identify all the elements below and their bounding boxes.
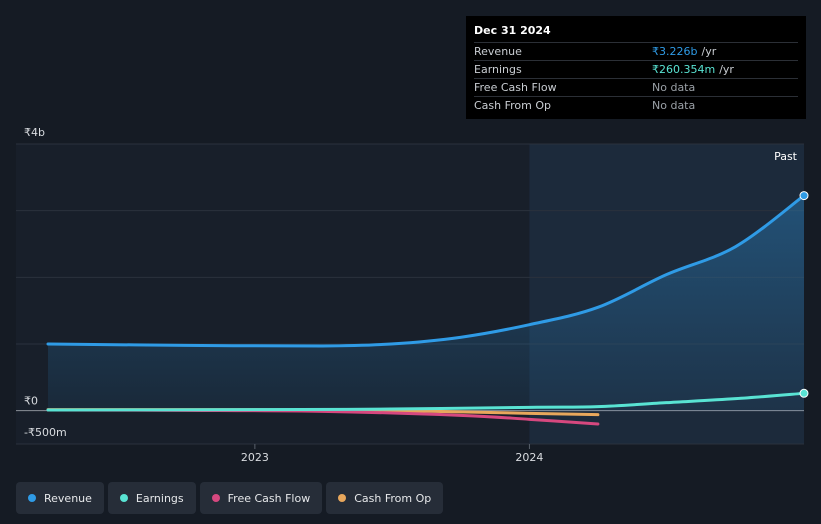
y-tick-label: ₹4b (24, 126, 45, 139)
tooltip-label: Free Cash Flow (474, 81, 557, 94)
earnings-end-point (799, 388, 809, 398)
past-label: Past (774, 150, 798, 163)
tooltip-label: Cash From Op (474, 99, 552, 112)
tooltip-label: Revenue (474, 45, 522, 58)
tooltip-row-free-cash-flow: Free Cash Flow No data (474, 78, 798, 96)
tooltip-value: ₹260.354m (652, 63, 716, 76)
legend-label: Cash From Op (354, 491, 432, 505)
x-tick-label: 2024 (515, 451, 543, 464)
tick-layer: ₹4b ₹0 -₹500m 2023 2024 Past (24, 126, 798, 464)
tooltip-unit: /yr (701, 45, 717, 58)
area-layer (48, 195, 804, 411)
x-tick-label: 2023 (241, 451, 269, 464)
cash-from-op-dot-icon (338, 494, 347, 502)
earnings-dot-icon (119, 494, 128, 502)
tooltip: Dec 31 2024 Revenue ₹3.226b /yr Earnings… (466, 16, 806, 119)
legend-item-cash-from-op[interactable]: Cash From Op (326, 482, 444, 514)
tooltip-row-cash-from-op: Cash From Op No data (474, 96, 798, 114)
legend-item-earnings[interactable]: Earnings (107, 482, 196, 514)
tooltip-date: Dec 31 2024 (474, 24, 551, 37)
legend-item-revenue[interactable]: Revenue (16, 482, 104, 514)
legend-label: Free Cash Flow (227, 491, 311, 505)
tooltip-value: No data (652, 81, 696, 94)
revenue-area (48, 195, 804, 411)
tooltip-value: No data (652, 99, 696, 112)
earnings-line (46, 391, 806, 412)
tooltip-label: Earnings (474, 63, 522, 76)
legend-item-free-cash-flow[interactable]: Free Cash Flow (199, 482, 323, 514)
revenue-end-point (799, 191, 809, 201)
legend-label: Earnings (135, 491, 184, 505)
series-layer (46, 191, 809, 426)
y-tick-label: ₹0 (24, 395, 38, 408)
free-cash-flow-dot-icon (211, 494, 220, 502)
legend-label: Revenue (44, 491, 92, 505)
tooltip-row-earnings: Earnings ₹260.354m /yr (474, 60, 798, 78)
tooltip-unit: /yr (719, 63, 734, 76)
revenue-dot-icon (28, 494, 36, 502)
tooltip-value: ₹3.226b (652, 45, 698, 58)
tooltip-row-revenue: Revenue ₹3.226b /yr (474, 42, 798, 60)
legend: Revenue Earnings Free Cash Flow Cash Fro… (16, 482, 444, 514)
revenue-line (46, 194, 806, 348)
y-tick-label: -₹500m (24, 426, 67, 439)
